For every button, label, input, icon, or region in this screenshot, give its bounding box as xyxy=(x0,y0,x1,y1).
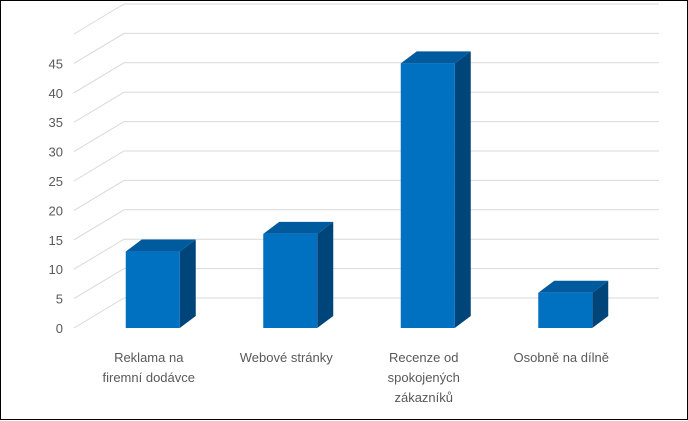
bar xyxy=(538,293,592,328)
gridline xyxy=(74,92,659,122)
gridline xyxy=(74,4,659,34)
bar-side xyxy=(455,51,471,328)
y-tick-label: 35 xyxy=(49,115,63,130)
bar xyxy=(263,234,317,328)
category-label: Reklama na firemní dodávce xyxy=(103,350,196,385)
y-tick-label: 20 xyxy=(49,203,63,218)
y-tick-label: 10 xyxy=(49,262,63,277)
y-tick-label: 30 xyxy=(49,145,63,160)
gridline xyxy=(74,180,659,210)
category-label: Webové stránky xyxy=(240,350,333,365)
bar xyxy=(126,252,180,328)
bar-side xyxy=(317,222,333,328)
bar-side xyxy=(180,240,196,328)
gridline xyxy=(74,33,659,63)
gridline xyxy=(74,122,659,152)
y-tick-label: 40 xyxy=(49,86,63,101)
gridline xyxy=(74,63,659,93)
gridline xyxy=(74,151,659,181)
y-tick-label: 45 xyxy=(49,56,63,71)
bar xyxy=(401,63,455,328)
y-tick-label: 15 xyxy=(49,233,63,248)
category-label: Osobně na dílně xyxy=(514,350,609,365)
y-tick-label: 0 xyxy=(56,321,63,336)
gridline xyxy=(74,210,659,240)
category-label: Recenze od spokojených zákazníků xyxy=(388,350,460,405)
y-tick-label: 5 xyxy=(56,292,63,307)
y-tick-label: 25 xyxy=(49,174,63,189)
